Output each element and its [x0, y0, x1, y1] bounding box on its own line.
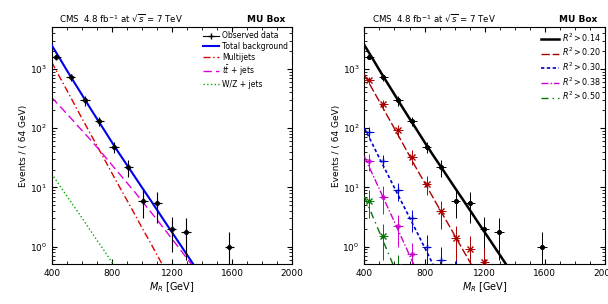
Text: MU Box: MU Box	[559, 15, 598, 24]
Legend: Observed data, Total background, Multijets, $t\bar{t}$ + jets, W/Z + jets: Observed data, Total background, Multije…	[201, 30, 290, 90]
X-axis label: $M_R$ [GeV]: $M_R$ [GeV]	[149, 280, 195, 294]
Text: CMS  4.8 fb$^{-1}$ at $\sqrt{s}$ = 7 TeV: CMS 4.8 fb$^{-1}$ at $\sqrt{s}$ = 7 TeV	[371, 12, 496, 24]
Text: MU Box: MU Box	[247, 15, 285, 24]
X-axis label: $M_R$ [GeV]: $M_R$ [GeV]	[462, 280, 508, 294]
Y-axis label: Events / ( 64 GeV): Events / ( 64 GeV)	[19, 105, 29, 187]
Y-axis label: Events / ( 64 GeV): Events / ( 64 GeV)	[332, 105, 341, 187]
Text: CMS  4.8 fb$^{-1}$ at $\sqrt{s}$ = 7 TeV: CMS 4.8 fb$^{-1}$ at $\sqrt{s}$ = 7 TeV	[59, 12, 183, 24]
Legend: $R^2 > 0.14$, $R^2 > 0.20$, $R^2 > 0.30$, $R^2 > 0.38$, $R^2 > 0.50$: $R^2 > 0.14$, $R^2 > 0.20$, $R^2 > 0.30$…	[539, 30, 603, 104]
